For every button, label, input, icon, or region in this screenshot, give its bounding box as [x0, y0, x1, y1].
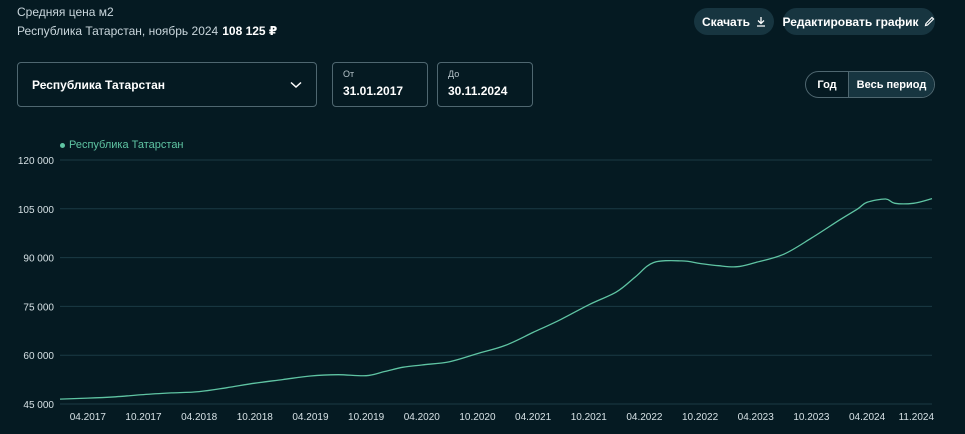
x-tick-label: 04.2019 [292, 412, 329, 423]
download-icon [756, 16, 766, 27]
date-from-field[interactable]: От 31.01.2017 [332, 62, 428, 107]
y-tick-label: 60 000 [23, 351, 54, 362]
edit-chart-button[interactable]: Редактировать график [783, 8, 935, 35]
chevron-down-icon [290, 76, 302, 94]
legend-label: Республика Татарстан [69, 139, 184, 151]
pencil-icon [924, 16, 935, 27]
date-from-label: От [343, 69, 355, 79]
date-to-field[interactable]: До 30.11.2024 [437, 62, 533, 107]
date-from-value: 31.01.2017 [343, 84, 404, 98]
x-tick-label: 10.2019 [348, 412, 385, 423]
edit-chart-button-label: Редактировать график [782, 14, 919, 29]
download-button-label: Скачать [702, 14, 750, 29]
x-tick-label: 10.2021 [571, 412, 608, 423]
x-tick-label: 04.2017 [70, 412, 107, 423]
x-tick-label: 10.2020 [459, 412, 496, 423]
chart-legend: Республика Татарстан [60, 139, 184, 151]
y-tick-label: 45 000 [23, 400, 54, 411]
header-region-period: Республика Татарстан, ноябрь 2024 [17, 24, 219, 38]
region-select[interactable]: Республика Татарстан [17, 62, 317, 107]
period-all-button[interactable]: Весь период [848, 72, 934, 97]
period-toggle: Год Весь период [805, 71, 935, 98]
y-tick-label: 120 000 [18, 156, 55, 167]
series-line-tatarstan [59, 197, 933, 400]
region-select-value: Республика Татарстан [32, 77, 166, 92]
x-tick-label: 10.2017 [125, 412, 162, 423]
x-tick-label: 04.2023 [738, 412, 775, 423]
x-tick-label: 10.2023 [793, 412, 830, 423]
header-subtitle: Республика Татарстан, ноябрь 2024 108 125… [17, 24, 277, 38]
x-tick-label: 04.2022 [626, 412, 663, 423]
y-tick-label: 105 000 [18, 205, 55, 216]
x-tick-label: 10.2022 [682, 412, 719, 423]
header-price-value: 108 125 ₽ [222, 24, 278, 38]
y-tick-label: 90 000 [23, 254, 54, 265]
y-tick-label: 75 000 [23, 302, 54, 313]
x-tick-label: 10.2018 [237, 412, 274, 423]
x-tick-label: 04.2020 [404, 412, 441, 423]
header-title: Средняя цена м2 [17, 5, 114, 19]
period-year-button[interactable]: Год [817, 78, 837, 91]
x-tick-label: 04.2024 [849, 412, 886, 423]
x-tick-label: 04.2018 [181, 412, 218, 423]
price-line-chart: 45 000 60 000 75 000 90 000 105 000 120 000 0… [18, 156, 935, 423]
date-to-label: До [448, 69, 460, 79]
legend-marker [60, 142, 65, 148]
x-tick-label: 11.2024 [899, 412, 935, 423]
x-tick-label: 04.2021 [515, 412, 552, 423]
date-to-value: 30.11.2024 [448, 84, 508, 98]
download-button[interactable]: Скачать [694, 8, 774, 35]
